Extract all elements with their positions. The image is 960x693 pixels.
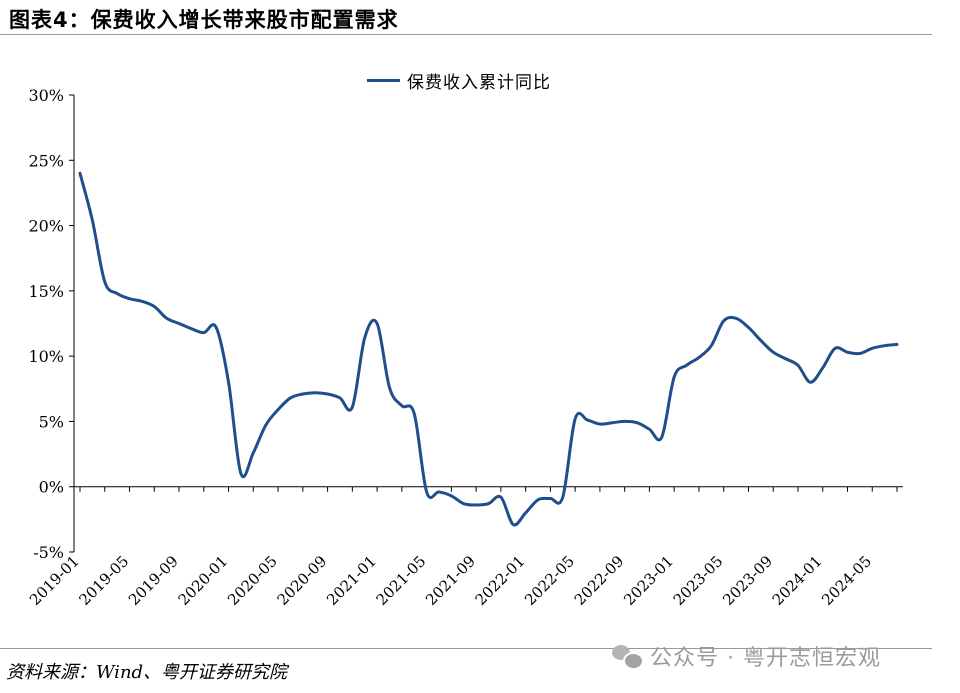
y-axis: 30% 25% 20% 15% 10% 5% 0% -5% [28, 86, 75, 562]
y-tick-label: 20% [28, 217, 64, 236]
x-tick-label: 2019-09 [125, 552, 182, 609]
series-layer [78, 171, 899, 527]
x-tick-label: 2024-05 [818, 552, 875, 609]
chart-title: 图表4：保费收入增长带来股市配置需求 [9, 8, 399, 32]
wechat-icon [612, 643, 644, 670]
x-tick-label: 2022-05 [521, 552, 578, 609]
x-tick-label: 2021-09 [422, 552, 479, 609]
x-tick-label: 2022-01 [472, 552, 529, 609]
bottom-divider [0, 648, 932, 649]
x-tick-label: 2020-01 [175, 552, 232, 609]
source-note: 资料来源：Wind、粤开证券研究院 [6, 662, 288, 683]
x-tick-label: 2024-01 [769, 552, 826, 609]
line-chart: 30%25%20%15%10%5%0%-5% 2019-012019-05201… [26, 86, 903, 609]
x-tick-label: 2019-05 [76, 552, 133, 609]
legend-line-swatch [367, 79, 400, 82]
y-tick-label: 30% [28, 86, 64, 105]
x-tick-label: 2023-09 [719, 552, 776, 609]
x-tick-label: 2022-09 [571, 552, 628, 609]
y-tick-label: -5% [33, 543, 64, 562]
y-tick-label: 15% [28, 282, 64, 301]
legend-label: 保费收入累计同比 [407, 73, 551, 93]
legend: 保费收入累计同比 [367, 68, 551, 93]
x-tick-label: 2020-05 [224, 552, 281, 609]
x-tick-label: 2021-01 [323, 552, 380, 609]
watermark: 公众号 · 粤开志恒宏观 [612, 640, 881, 672]
x-tick-label: 2020-09 [274, 552, 331, 609]
watermark-text: 公众号 · 粤开志恒宏观 [650, 646, 881, 671]
x-tick-label: 2023-05 [670, 552, 727, 609]
top-divider [0, 34, 932, 35]
x-tick-label: 2023-01 [620, 552, 677, 609]
y-tick-label: 25% [28, 151, 64, 170]
y-tick-label: 10% [28, 347, 64, 366]
x-tick-label: 2021-05 [373, 552, 430, 609]
y-tick-label: 5% [39, 412, 64, 431]
y-tick-label: 0% [39, 478, 64, 497]
series-line-premium-income-yoy [78, 171, 899, 527]
